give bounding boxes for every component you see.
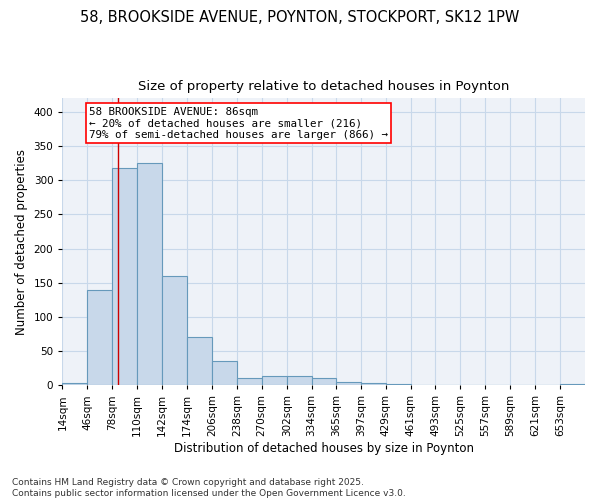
Bar [436, 384, 460, 386]
Text: 58 BROOKSIDE AVENUE: 86sqm
← 20% of detached houses are smaller (216)
79% of sem: 58 BROOKSIDE AVENUE: 86sqm ← 20% of deta… [89, 106, 388, 140]
Bar [137, 163, 162, 386]
Bar [410, 384, 436, 386]
X-axis label: Distribution of detached houses by size in Poynton: Distribution of detached houses by size … [173, 442, 473, 455]
Bar [237, 378, 262, 386]
Bar [336, 382, 361, 386]
Bar [485, 384, 510, 386]
Bar [361, 382, 386, 386]
Bar [460, 384, 485, 386]
Bar [510, 384, 535, 386]
Bar [87, 290, 112, 386]
Bar [287, 376, 311, 386]
Bar [311, 378, 336, 386]
Bar [535, 384, 560, 386]
Bar [62, 383, 87, 386]
Bar [386, 384, 410, 386]
Bar [262, 376, 287, 386]
Text: Contains HM Land Registry data © Crown copyright and database right 2025.
Contai: Contains HM Land Registry data © Crown c… [12, 478, 406, 498]
Bar [212, 362, 237, 386]
Bar [560, 384, 585, 386]
Title: Size of property relative to detached houses in Poynton: Size of property relative to detached ho… [138, 80, 509, 93]
Bar [112, 168, 137, 386]
Bar [187, 338, 212, 386]
Text: 58, BROOKSIDE AVENUE, POYNTON, STOCKPORT, SK12 1PW: 58, BROOKSIDE AVENUE, POYNTON, STOCKPORT… [80, 10, 520, 25]
Bar [162, 276, 187, 386]
Y-axis label: Number of detached properties: Number of detached properties [15, 149, 28, 335]
